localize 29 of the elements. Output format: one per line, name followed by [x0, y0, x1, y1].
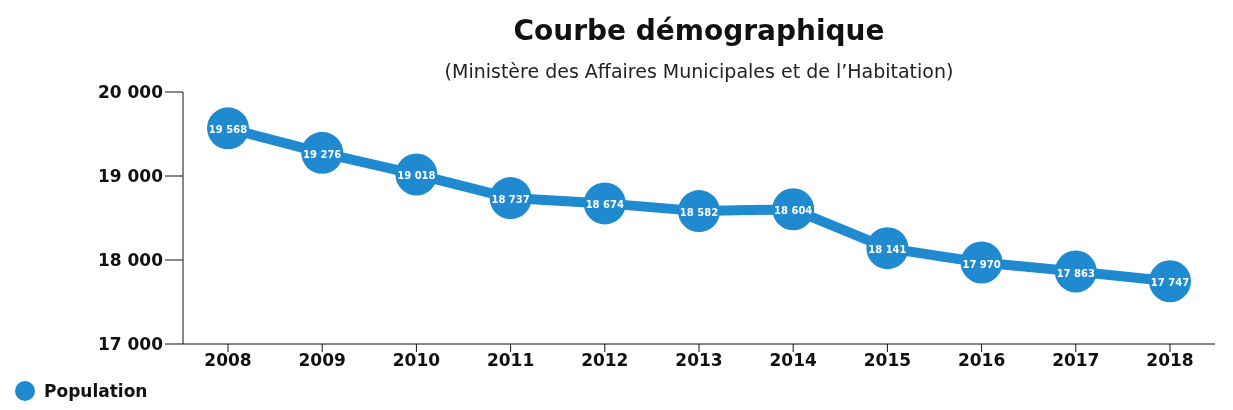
x-tick-label: 2016: [957, 350, 1006, 371]
x-tick-label: 2014: [769, 350, 818, 371]
chart-title: Courbe démographique: [512, 14, 886, 47]
y-tick-label: 17 000: [97, 334, 164, 355]
data-label: 17 863: [1056, 267, 1095, 279]
x-tick-label: 2011: [486, 350, 535, 371]
x-tick-label: 2009: [298, 350, 346, 371]
y-tick-label: 18 000: [97, 250, 164, 271]
data-label: 18 737: [491, 194, 530, 206]
data-label: 17 747: [1150, 277, 1190, 289]
data-label: 18 582: [679, 207, 719, 219]
x-tick-label: 2017: [1052, 350, 1100, 371]
x-tick-label: 2012: [581, 350, 629, 371]
x-tick-label: 2018: [1146, 350, 1194, 371]
y-tick-label: 20 000: [97, 82, 164, 103]
data-label: 19 276: [303, 148, 342, 160]
y-tick-label: 19 000: [97, 166, 164, 187]
x-tick-label: 2010: [392, 350, 441, 371]
chart-subtitle: (Ministère des Affaires Municipales et de l’Habitation): [443, 60, 955, 82]
data-label: 18 674: [585, 199, 624, 211]
data-label: 17 970: [962, 258, 1001, 270]
x-tick-label: 2015: [863, 350, 912, 371]
x-tick-label: 2008: [204, 350, 252, 371]
legend-label: Population: [44, 381, 148, 401]
data-label: 18 604: [774, 205, 813, 217]
data-label: 19 568: [208, 124, 248, 136]
data-label: 19 018: [397, 170, 436, 182]
data-label: 18 141: [868, 244, 907, 256]
x-tick-label: 2013: [675, 350, 723, 371]
